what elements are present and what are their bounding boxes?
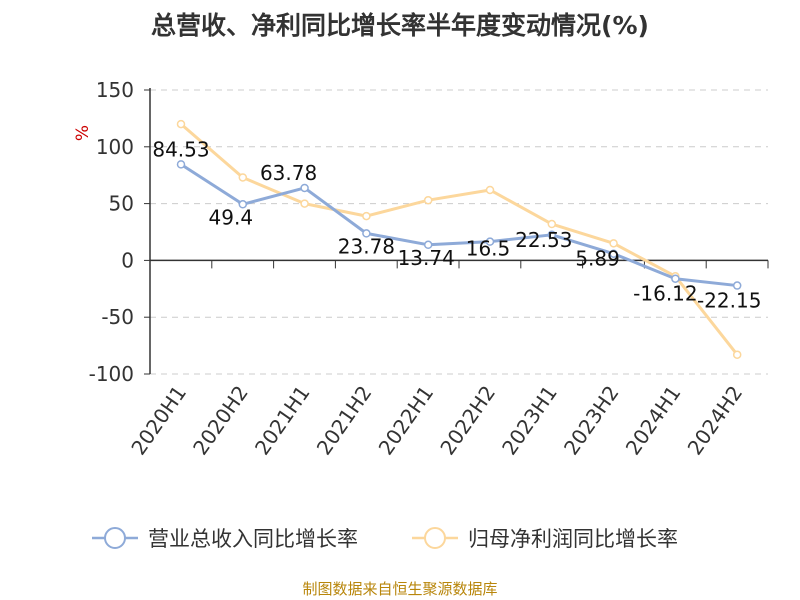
x-tick-label: 2022H1 — [374, 381, 439, 459]
legend-label: 归母净利润同比增长率 — [468, 527, 678, 551]
y-tick-label: 100 — [96, 135, 134, 159]
x-tick-label: 2024H1 — [621, 381, 686, 459]
y-tick-label: -50 — [101, 305, 134, 329]
x-tick-label: 2023H1 — [497, 381, 562, 459]
series-layer — [176, 119, 742, 359]
y-tick-label: 0 — [121, 248, 134, 272]
label-layer: 84.53 49.463.78 23.78 13.74 16.5 22.535.89 -16… — [152, 137, 761, 312]
data-point — [547, 230, 557, 240]
x-tick-label: 2023H2 — [559, 381, 624, 459]
data-point — [176, 119, 186, 129]
y-tick-label: -100 — [89, 362, 134, 386]
data-label: 23.78 — [338, 234, 395, 258]
data-point — [300, 199, 309, 208]
data-label: 5.89 — [575, 247, 620, 271]
y-axis-label: % — [73, 125, 93, 141]
data-point — [423, 240, 433, 250]
data-label: 63.78 — [260, 161, 317, 185]
data-label: 84.53 — [152, 137, 209, 161]
data-label: -16.12 — [633, 282, 697, 306]
legend-label: 营业总收入同比增长率 — [148, 527, 358, 551]
data-point — [176, 160, 186, 169]
data-label: 13.74 — [398, 246, 455, 270]
data-point — [238, 200, 248, 209]
x-tick-label: 2024H2 — [683, 381, 748, 459]
x-tick-label: 2022H2 — [435, 381, 500, 459]
legend-marker — [424, 527, 446, 549]
legend-marker — [104, 527, 126, 549]
data-label: -22.15 — [697, 289, 761, 313]
data-point — [362, 211, 371, 221]
data-point — [485, 185, 495, 195]
data-label: 16.5 — [466, 237, 511, 261]
data-point — [732, 281, 742, 290]
y-tick-label: 150 — [96, 78, 134, 102]
x-tick-label: 2020H1 — [126, 381, 191, 459]
data-point — [238, 173, 248, 182]
data-label: 22.53 — [515, 228, 572, 252]
data-point — [609, 239, 618, 248]
data-point — [732, 350, 742, 359]
data-point — [547, 219, 557, 229]
x-tick-label: 2021H1 — [250, 381, 315, 459]
source-footer: 制图数据来自恒生聚源数据库 — [302, 580, 498, 598]
x-tick-label: 2021H2 — [312, 381, 377, 459]
chart-title: 总营收、净利同比增长率半年度变动情况(%) — [151, 11, 649, 40]
data-point — [423, 195, 433, 205]
grid-layer — [150, 89, 768, 375]
legend-layer: 营业总收入同比增长率 归母净利润同比增长率 — [92, 527, 678, 551]
data-point — [609, 249, 618, 258]
series-line — [180, 122, 739, 356]
data-point — [300, 183, 309, 193]
data-point — [485, 237, 495, 246]
data-label: 49.4 — [209, 205, 254, 229]
series-line — [180, 163, 738, 288]
data-point — [362, 229, 371, 238]
data-point — [671, 274, 680, 283]
x-tick-label: 2020H2 — [188, 381, 253, 459]
y-tick-label: 50 — [109, 192, 134, 216]
